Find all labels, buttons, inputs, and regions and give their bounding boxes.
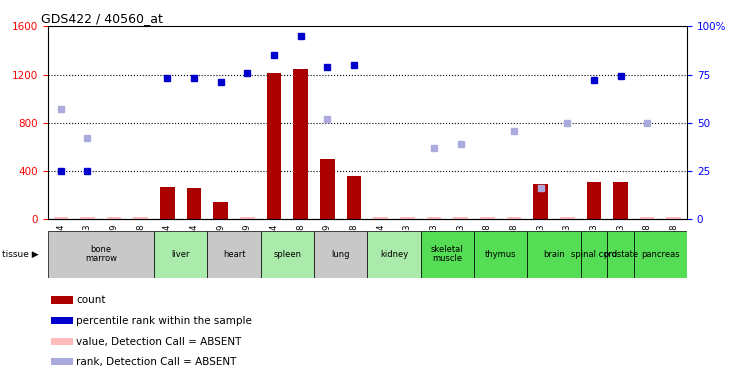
Bar [613,182,628,219]
Text: prostate: prostate [603,250,638,259]
Bar [374,217,388,219]
Bar [50,296,73,304]
Bar [507,217,521,219]
Bar [213,202,228,219]
Bar [320,159,335,219]
Bar [134,217,148,219]
Text: thymus: thymus [485,250,516,259]
Bar [667,217,681,219]
Text: GDS422 / 40560_at: GDS422 / 40560_at [41,12,163,25]
Bar [314,231,367,278]
Text: pancreas: pancreas [641,250,680,259]
Bar [50,338,73,345]
Text: spinal cord: spinal cord [571,250,617,259]
Bar [453,217,468,219]
Bar [607,231,634,278]
Bar [580,231,607,278]
Bar [346,176,361,219]
Bar [107,217,121,219]
Bar [427,217,442,219]
Text: heart: heart [223,250,246,259]
Text: rank, Detection Call = ABSENT: rank, Detection Call = ABSENT [76,357,237,368]
Text: liver: liver [172,250,190,259]
Bar [367,231,420,278]
Bar [208,231,261,278]
Bar [480,217,495,219]
Bar [293,69,308,219]
Text: lung: lung [331,250,350,259]
Bar [154,231,208,278]
Bar [48,231,154,278]
Bar [267,74,281,219]
Text: count: count [76,296,106,306]
Text: skeletal
muscle: skeletal muscle [431,245,463,263]
Bar [80,217,95,219]
Bar [240,217,254,219]
Bar [50,317,73,324]
Bar [586,182,601,219]
Text: brain: brain [543,250,565,259]
Bar [160,187,175,219]
Bar [634,231,687,278]
Bar [474,231,527,278]
Bar [261,231,314,278]
Bar [186,188,202,219]
Text: bone
marrow: bone marrow [85,245,117,263]
Bar [560,217,575,219]
Text: value, Detection Call = ABSENT: value, Detection Call = ABSENT [76,337,242,347]
Text: spleen: spleen [273,250,301,259]
Bar [533,184,548,219]
Bar [420,231,474,278]
Text: tissue ▶: tissue ▶ [2,250,39,259]
Bar [640,217,654,219]
Bar [53,217,68,219]
Bar [527,231,580,278]
Text: kidney: kidney [380,250,408,259]
Bar [400,217,414,219]
Text: percentile rank within the sample: percentile rank within the sample [76,316,252,326]
Bar [50,358,73,365]
